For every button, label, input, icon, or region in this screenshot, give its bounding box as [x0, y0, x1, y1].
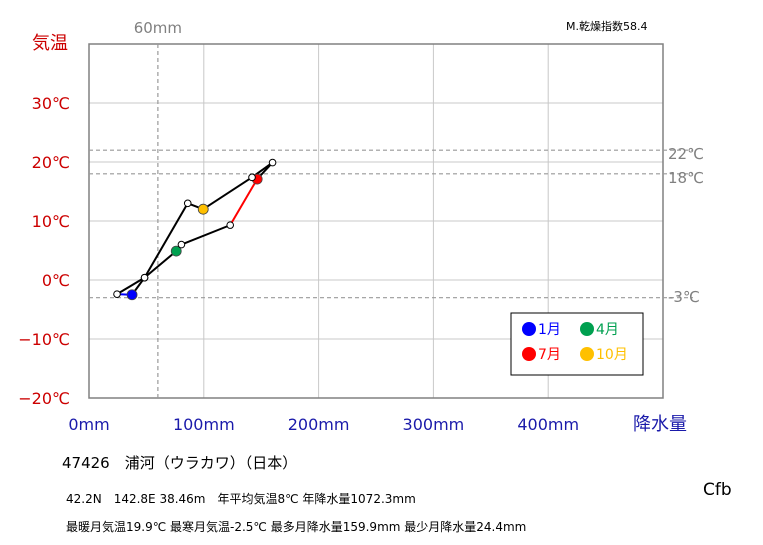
- series-line-segment: [202, 176, 253, 211]
- data-point: [268, 158, 277, 167]
- legend-label: 4月: [596, 322, 619, 338]
- x-tick-label: 100mm: [173, 415, 235, 434]
- legend-label: 1月: [538, 322, 561, 338]
- series-line-segment: [229, 178, 259, 226]
- precip-ref-label: 60mm: [134, 19, 182, 37]
- x-axis-label: 降水量: [633, 414, 687, 435]
- y-tick-label: 0℃: [42, 271, 70, 290]
- y-tick-label: 20℃: [32, 153, 70, 172]
- data-point: [126, 289, 138, 301]
- station-title: 47426 浦河（ウラカワ）（日本）: [62, 454, 298, 472]
- y-tick-label: −20℃: [18, 389, 70, 408]
- series-line-segment: [116, 276, 146, 296]
- plot-frame: [88, 43, 664, 399]
- data-point: [113, 290, 121, 298]
- series-line-segment: [143, 202, 189, 279]
- data-point: [226, 221, 235, 229]
- x-tick-label: 400mm: [517, 415, 579, 434]
- y-tick-label: 30℃: [32, 94, 70, 113]
- x-tick-label: 300mm: [403, 415, 465, 434]
- y-tick-label: 10℃: [32, 212, 70, 231]
- temp-ref-label: 22℃: [668, 145, 704, 163]
- legend-label: 10月: [596, 347, 628, 363]
- legend-marker: [522, 322, 536, 336]
- legend-marker: [522, 347, 536, 361]
- legend-marker: [580, 347, 594, 361]
- y-tick-label: −10℃: [18, 330, 70, 349]
- legend-label: 7月: [538, 347, 561, 363]
- temp-ref-label: -3℃: [668, 288, 700, 306]
- data-point: [140, 273, 149, 282]
- station-info-line-1: 42.2N 142.8E 38.46m 年平均気温8℃ 年降水量1072.3mm: [66, 492, 416, 506]
- data-point: [177, 240, 186, 249]
- koppen-class: Cfb: [703, 480, 732, 500]
- series-line-segment: [143, 250, 177, 279]
- temp-ref-label: 18℃: [668, 169, 704, 187]
- x-tick-label: 200mm: [288, 415, 350, 434]
- dryness-index: M.乾燥指数58.4: [566, 20, 648, 33]
- data-point: [183, 199, 192, 208]
- y-axis-label: 気温: [32, 33, 68, 54]
- data-point: [248, 173, 256, 182]
- series-line-segment: [181, 224, 231, 246]
- station-info-line-2: 最暖月気温19.9℃ 最寒月気温-2.5℃ 最多月降水量159.9mm 最少月降…: [66, 520, 527, 534]
- data-point: [197, 203, 209, 215]
- legend-marker: [580, 322, 594, 336]
- data-point: [170, 245, 182, 257]
- x-tick-label: 0mm: [68, 415, 109, 434]
